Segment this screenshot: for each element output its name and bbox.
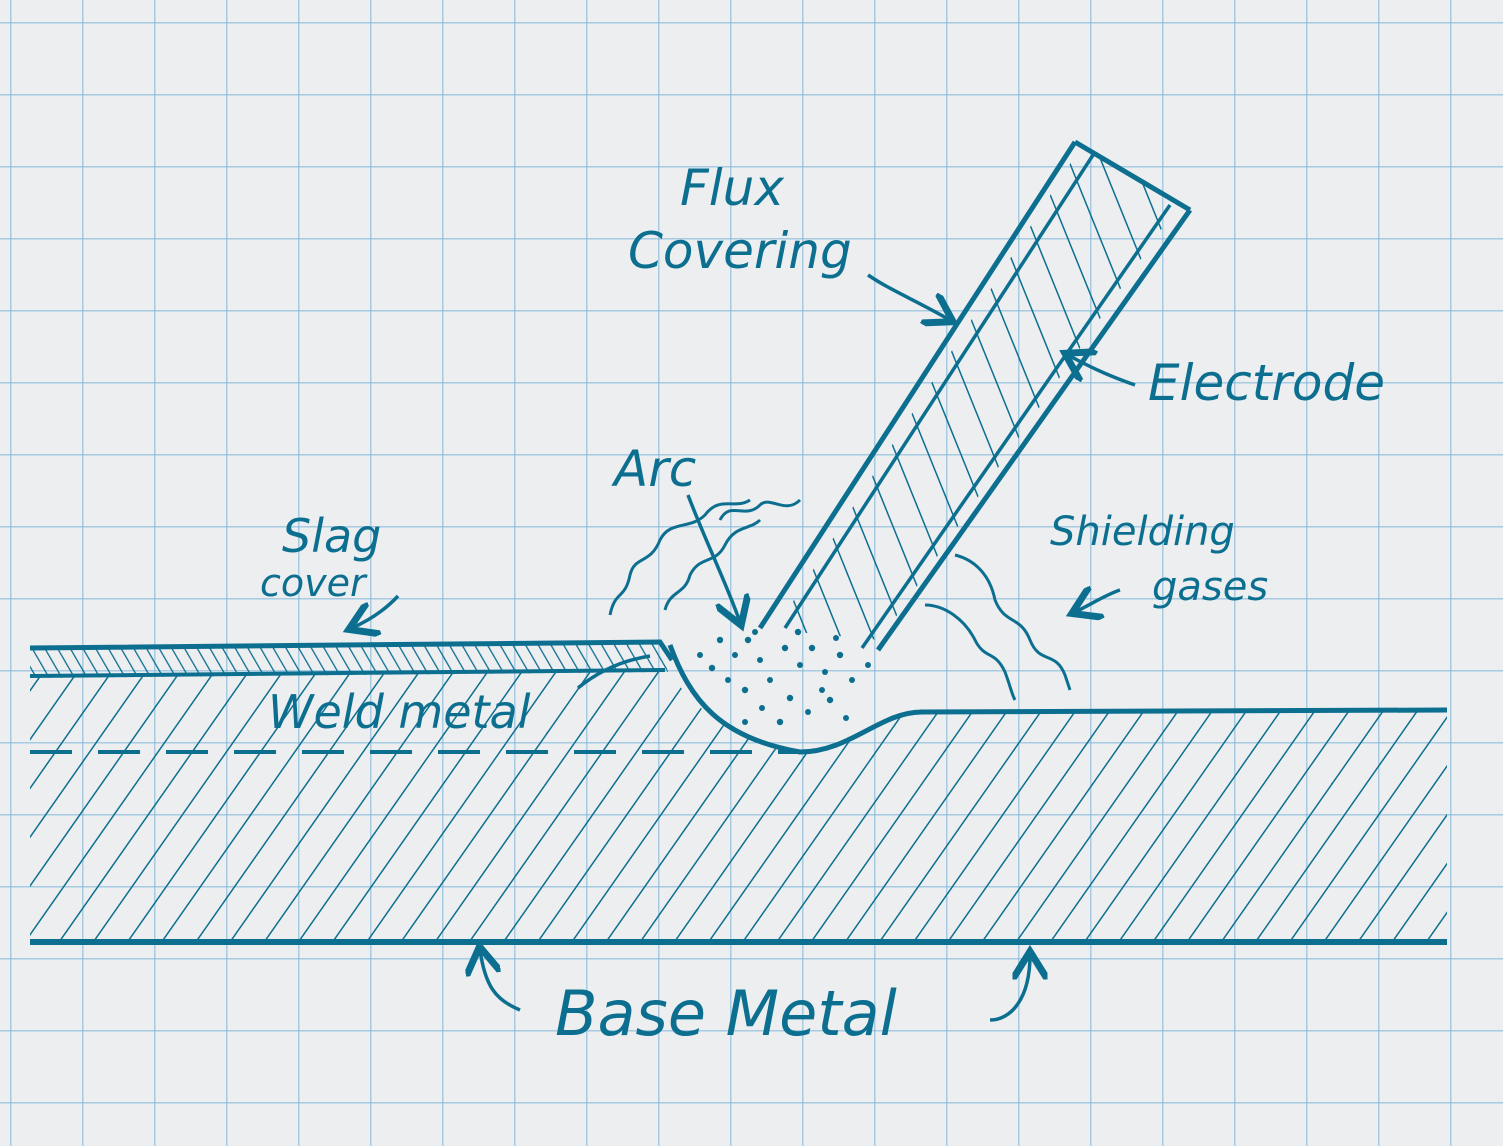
arc-arrow (686, 494, 740, 622)
slag-cover-arrow (352, 594, 400, 628)
base-metal-arrow-left (480, 950, 521, 1012)
slag-cover-top-line (29, 639, 675, 662)
electrode-arrow (1068, 355, 1136, 387)
electrode-outer-left (757, 140, 1078, 630)
label-shielding-gases-line2: gases (1152, 564, 1268, 610)
shielding-gas-lines (608, 498, 1072, 701)
electrode-core (775, 145, 1180, 640)
base-metal-hatching (30, 668, 1447, 942)
leader-arrows (352, 273, 1136, 1022)
electrode (757, 139, 1193, 652)
label-flux-covering-line1: Flux (680, 159, 784, 217)
label-weld-metal: Weld metal (268, 685, 531, 739)
base-metal-arrow-right (989, 955, 1030, 1022)
label-base-metal: Base Metal (555, 977, 897, 1050)
electrode-outer-right (875, 208, 1193, 652)
flux-covering-arrow (867, 273, 950, 320)
labels: Flux Covering Electrode Arc Slag cover S… (260, 159, 1385, 1050)
electrode-inner-left (783, 151, 1097, 629)
slag-cover-hatching (30, 642, 668, 678)
electrode-top-edge (1073, 139, 1192, 213)
label-slag-cover-line2: cover (260, 561, 368, 605)
label-flux-covering-line2: Covering (628, 222, 852, 280)
label-slag-cover-line1: Slag (282, 509, 381, 563)
arc-droplets (697, 628, 871, 726)
label-shielding-gases-line1: Shielding (1050, 509, 1235, 555)
label-arc: Arc (611, 440, 696, 498)
base-metal-right-top-line (919, 707, 1448, 715)
weld-metal-leader (576, 654, 651, 690)
electrode-inner-right (860, 204, 1172, 649)
base-metal (29, 644, 1448, 945)
shielding-gases-arrow (1075, 590, 1121, 612)
slag-cover (29, 639, 675, 678)
label-electrode: Electrode (1148, 354, 1385, 412)
